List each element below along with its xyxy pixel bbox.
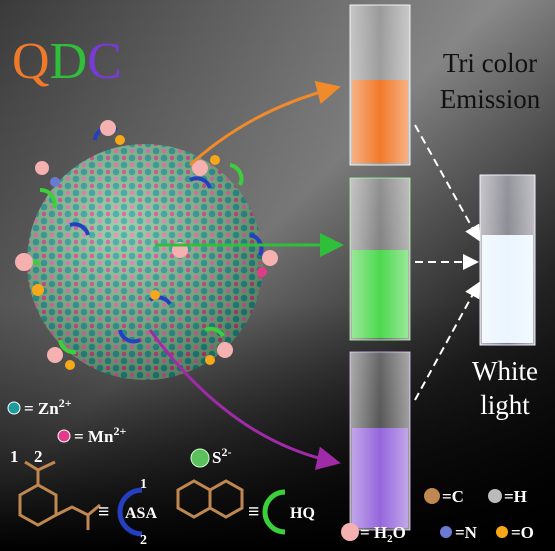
atom-label: =H [504, 487, 527, 506]
h2o-symbol [341, 523, 359, 541]
emission-label: Emission [440, 84, 541, 114]
atom-label: =O [511, 523, 534, 542]
arrow-purple [148, 329, 341, 471]
site-label: 2 [34, 447, 43, 466]
site-label: 1 [140, 477, 147, 492]
atom-label: =C [442, 487, 464, 506]
arrow-orange [188, 80, 341, 167]
h-symbol [488, 489, 502, 503]
ion-label: = Mn2+ [74, 424, 126, 446]
atom-label: =N [455, 523, 478, 542]
vial-purple [349, 351, 411, 531]
title-letter: D [50, 33, 88, 90]
asa-bracket [117, 487, 143, 537]
site-label: 1 [10, 447, 19, 466]
title: QDC [12, 33, 122, 90]
equiv: ≡ [98, 501, 109, 523]
result-label: light [480, 390, 530, 420]
o-symbol [496, 526, 508, 538]
vial-orange [349, 4, 411, 166]
c-symbol [424, 488, 440, 504]
hq-bracket [262, 489, 286, 535]
title-letter: Q [12, 33, 50, 90]
s-symbol [190, 448, 210, 468]
vial-white [479, 174, 536, 346]
emission-label: Tri color [443, 48, 537, 78]
mn-symbol [57, 429, 71, 443]
ligand-name: ASA [125, 505, 157, 522]
asa-structure [18, 460, 101, 530]
title-letter: C [87, 33, 122, 90]
dashed-arrows [414, 124, 480, 401]
result-label: White [472, 356, 538, 386]
atom-label: = H2O [360, 523, 406, 545]
ion-label: = Zn2+ [24, 396, 72, 418]
site-label: 2 [140, 533, 147, 548]
n-symbol [440, 526, 452, 538]
quantum-dot-cluster [15, 120, 278, 380]
ion-label: S2- [212, 445, 231, 467]
zn-symbol [7, 401, 21, 415]
equiv: ≡ [248, 501, 259, 523]
hq-structure [176, 479, 244, 519]
ligand-name: HQ [290, 505, 315, 522]
vial-green [349, 177, 411, 341]
